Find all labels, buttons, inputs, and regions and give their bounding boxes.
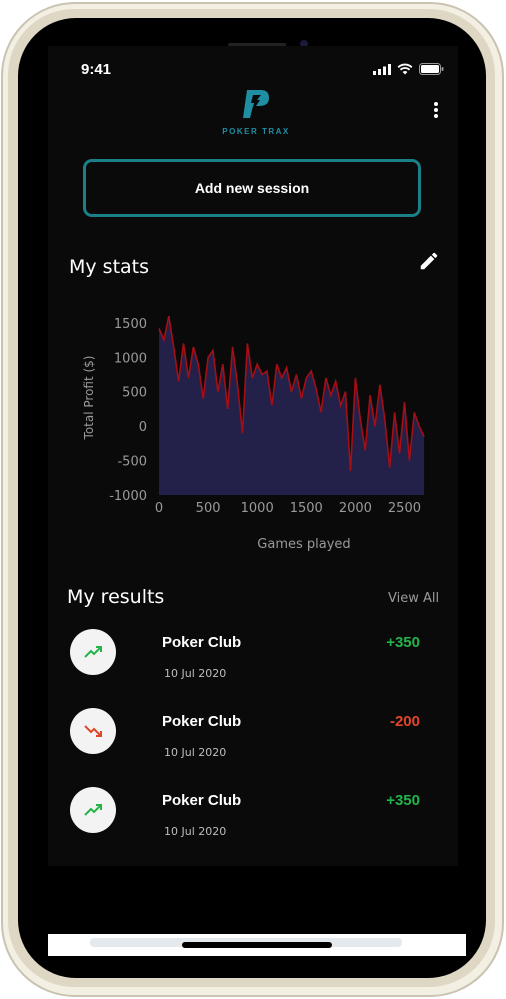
- signal-icon: [373, 63, 391, 75]
- x-tick-label: 1000: [241, 501, 274, 516]
- front-camera: [300, 40, 308, 48]
- speaker-grille: [228, 43, 286, 47]
- home-indicator[interactable]: [182, 942, 332, 948]
- trend-down-icon: [70, 708, 116, 754]
- chart-line: [158, 315, 425, 471]
- result-item[interactable]: Poker Club 10 Jul 2020 +350: [70, 629, 430, 689]
- trend-up-icon: [70, 787, 116, 833]
- y-tick-label: -1000: [109, 489, 147, 504]
- app-logo: POKER TRAX: [216, 88, 296, 136]
- pencil-icon[interactable]: [418, 250, 440, 272]
- y-axis-label: Total Profit ($): [82, 356, 96, 441]
- status-icons: [373, 63, 444, 75]
- add-session-button[interactable]: Add new session: [83, 159, 421, 217]
- result-name: Poker Club: [162, 634, 242, 651]
- x-tick-label: 2000: [339, 501, 372, 516]
- result-date: 10 Jul 2020: [164, 667, 227, 680]
- more-vertical-icon[interactable]: [432, 102, 440, 120]
- wifi-icon: [397, 63, 413, 75]
- x-tick-label: 500: [196, 501, 221, 516]
- result-date: 10 Jul 2020: [164, 825, 227, 838]
- profit-chart: 1500 1000 500 0 -500 -1000 0 500 1000 1500 2000 250…: [82, 315, 425, 552]
- result-amount: +350: [386, 792, 420, 809]
- result-amount: +350: [386, 634, 420, 651]
- y-tick-label: 500: [122, 386, 147, 401]
- x-tick-label: 0: [155, 501, 163, 516]
- app-screen: 9:41 POKER TRAX Add new session My stats: [48, 46, 458, 866]
- y-tick-label: 1500: [114, 317, 147, 332]
- view-all-link[interactable]: View All: [388, 591, 440, 606]
- result-amount: -200: [389, 713, 420, 730]
- stats-title: My stats: [69, 256, 150, 278]
- result-name: Poker Club: [162, 792, 242, 809]
- logo-text: POKER TRAX: [222, 127, 290, 136]
- trend-up-icon: [70, 629, 116, 675]
- y-tick-label: -500: [117, 455, 147, 470]
- result-date: 10 Jul 2020: [164, 746, 227, 759]
- x-tick-label: 1500: [290, 501, 323, 516]
- chart-area: [159, 316, 425, 495]
- battery-icon: [419, 63, 444, 75]
- y-tick-label: 1000: [114, 351, 147, 366]
- result-item[interactable]: Poker Club 10 Jul 2020 +350: [70, 787, 430, 847]
- status-time: 9:41: [81, 61, 112, 78]
- logo-mark-icon: [243, 90, 269, 118]
- result-name: Poker Club: [162, 713, 242, 730]
- y-tick-label: 0: [139, 420, 147, 435]
- result-item[interactable]: Poker Club 10 Jul 2020 -200: [70, 708, 430, 768]
- results-title: My results: [67, 586, 165, 608]
- x-tick-label: 2500: [388, 501, 421, 516]
- x-axis-label: Games played: [257, 537, 350, 552]
